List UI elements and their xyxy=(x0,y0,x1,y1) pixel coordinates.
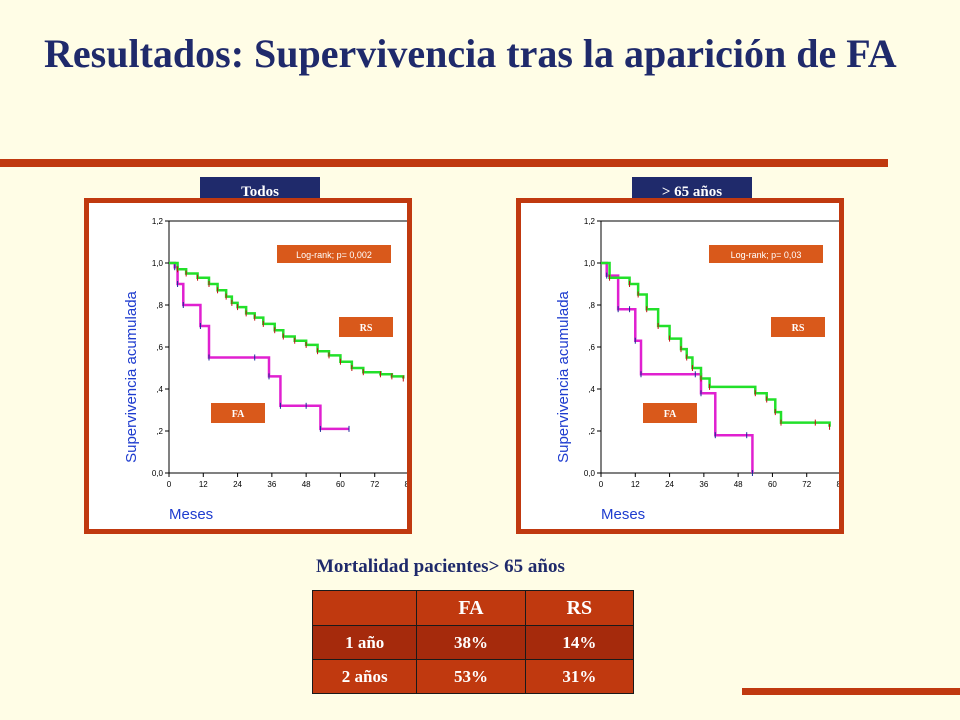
x-tick-label: 36 xyxy=(699,480,708,489)
y-tick-label: 0,0 xyxy=(584,469,596,478)
logrank-annotation: Log-rank; p= 0,03 xyxy=(709,245,823,263)
series-tag-fa: FA xyxy=(664,409,677,420)
slide-title: Resultados: Supervivencia tras la aparic… xyxy=(44,31,897,76)
logrank-text: Log-rank; p= 0,03 xyxy=(731,250,802,260)
chart-panel-mayores: 0,0 ,2 ,4 ,6 ,8 1,0 1,2 0 12 24 36 48 60 72 84 Superviv… xyxy=(516,198,844,534)
x-tick-label: 60 xyxy=(336,480,345,489)
logrank-box xyxy=(277,245,391,263)
y-tick-label: ,6 xyxy=(588,343,595,352)
x-tick-label: 24 xyxy=(233,480,242,489)
x-tick-label: 0 xyxy=(167,480,172,489)
table-header-cell: RS xyxy=(524,590,635,626)
table-cell: 2 años xyxy=(311,659,418,694)
table-row: 2 años 53% 31% xyxy=(311,659,635,694)
x-axis-title: Meses xyxy=(601,506,645,523)
y-tick-label: 1,2 xyxy=(584,217,596,226)
x-tick-label: 12 xyxy=(199,480,208,489)
mortality-table: FA RS 1 año 38% 14% 2 años 53% 31% xyxy=(311,590,635,694)
series-line-rs xyxy=(601,261,831,427)
km-chart-todos: 0,0 ,2 ,4 ,6 ,8 1,0 1,2 0 12 24 36 48 60 72 84 Superviv… xyxy=(123,217,407,523)
series-tag-box-rs xyxy=(771,317,825,337)
table-row: 1 año 38% 14% xyxy=(311,625,635,660)
series-tag-box-fa xyxy=(211,403,265,423)
table-cell: 31% xyxy=(524,659,635,694)
x-tick-label: 24 xyxy=(665,480,674,489)
x-tick-label: 48 xyxy=(302,480,311,489)
x-tick-label: 84 xyxy=(837,480,839,489)
x-tick-label: 36 xyxy=(267,480,276,489)
y-tick-label: 1,0 xyxy=(584,259,596,268)
table-header-row: FA RS xyxy=(311,590,635,626)
y-tick-label: ,2 xyxy=(156,427,163,436)
table-header-cell xyxy=(311,590,418,626)
y-tick-label: ,8 xyxy=(588,301,595,310)
x-axis-title: Meses xyxy=(169,506,213,523)
series-tag-box-fa xyxy=(643,403,697,423)
logrank-text: Log-rank; p= 0,002 xyxy=(296,250,372,260)
x-tick-label: 60 xyxy=(768,480,777,489)
table-title: Mortalidad pacientes> 65 años xyxy=(316,556,565,577)
y-tick-label: ,6 xyxy=(156,343,163,352)
logrank-box xyxy=(709,245,823,263)
table-cell: 38% xyxy=(416,625,526,660)
series-tag-rs: RS xyxy=(360,323,373,334)
series-tag-box-rs xyxy=(339,317,393,337)
footer-rule xyxy=(742,688,960,695)
y-tick-label: ,4 xyxy=(156,385,163,394)
x-tick-label: 12 xyxy=(631,480,640,489)
x-tick-label: 48 xyxy=(734,480,743,489)
table-header-cell: FA xyxy=(416,590,526,626)
y-tick-label: 1,0 xyxy=(152,259,164,268)
series-line-fa xyxy=(601,261,754,473)
x-tick-label: 84 xyxy=(405,480,407,489)
series-tag-rs: RS xyxy=(792,323,805,334)
x-tick-label: 72 xyxy=(370,480,379,489)
x-tick-label: 0 xyxy=(599,480,604,489)
y-tick-label: 1,2 xyxy=(152,217,164,226)
series-tag-fa: FA xyxy=(232,409,245,420)
chart-panel-todos: 0,0 ,2 ,4 ,6 ,8 1,0 1,2 0 12 24 36 48 60 72 84 Superviv… xyxy=(84,198,412,534)
x-tick-label: 72 xyxy=(802,480,811,489)
y-axis-title: Supervivencia acumulada xyxy=(123,290,140,462)
table-cell: 53% xyxy=(416,659,526,694)
logrank-annotation: Log-rank; p= 0,002 xyxy=(277,245,391,263)
y-tick-label: 0,0 xyxy=(152,469,164,478)
title-underline xyxy=(0,159,888,167)
table-cell: 1 año xyxy=(311,625,418,660)
y-tick-label: ,4 xyxy=(588,385,595,394)
y-tick-label: ,2 xyxy=(588,427,595,436)
km-chart-mayores: 0,0 ,2 ,4 ,6 ,8 1,0 1,2 0 12 24 36 48 60 72 84 Superviv… xyxy=(555,217,839,523)
y-axis-title: Supervivencia acumulada xyxy=(555,290,572,462)
table-cell: 14% xyxy=(524,625,635,660)
y-tick-label: ,8 xyxy=(156,301,163,310)
